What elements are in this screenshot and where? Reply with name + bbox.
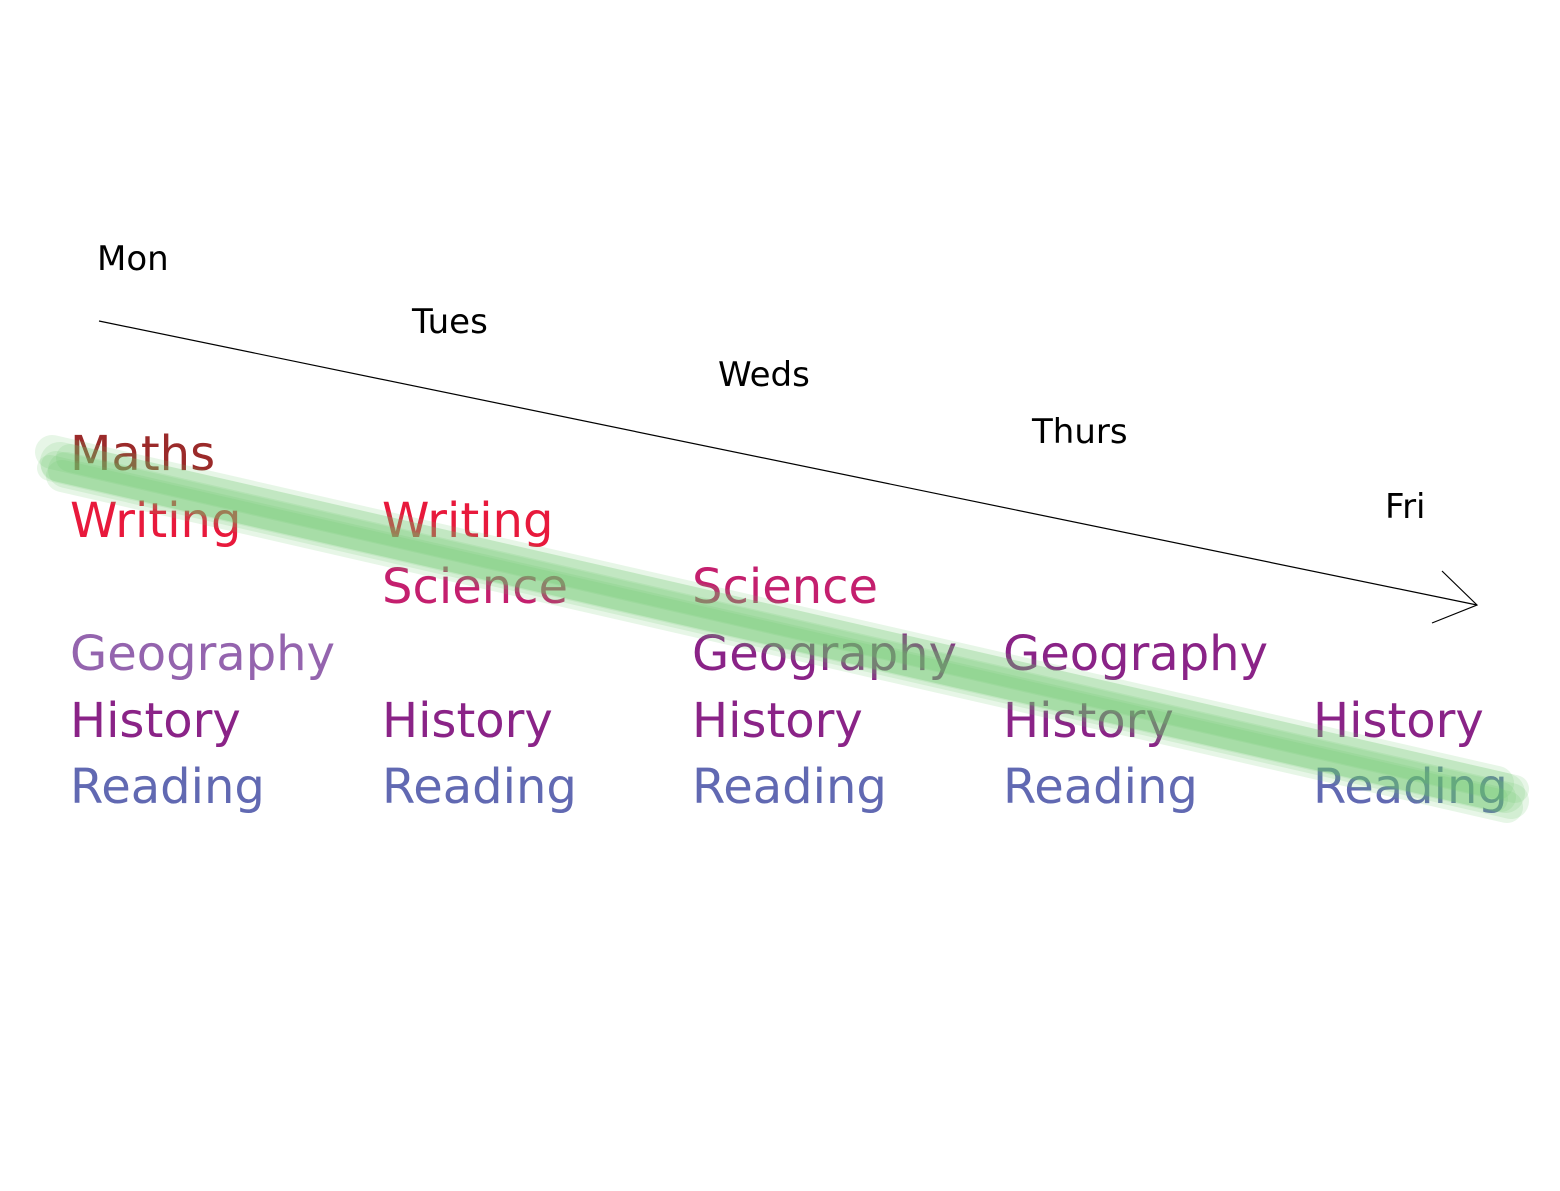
subject-history: History xyxy=(692,693,863,749)
subject-reading: Reading xyxy=(382,759,577,815)
subject-geography: Geography xyxy=(70,626,335,682)
highlight-stroke xyxy=(35,435,1514,800)
highlight-stroke xyxy=(56,444,1529,803)
subject-history: History xyxy=(70,693,241,749)
subject-maths: Maths xyxy=(70,426,215,482)
subject-history: History xyxy=(382,693,553,749)
day-label-mon: Mon xyxy=(97,239,169,279)
subject-columns: MathsWritingGeographyHistoryReadingWriti… xyxy=(70,426,1508,815)
subject-science: Science xyxy=(692,559,878,615)
day-label-thurs: Thurs xyxy=(1031,412,1128,452)
day-label-tues: Tues xyxy=(411,302,488,342)
subject-history: History xyxy=(1003,693,1174,749)
day-column-fri: History Reading xyxy=(1313,693,1508,815)
subject-writing: Writing xyxy=(382,493,553,549)
subject-geography: Geography xyxy=(1003,626,1268,682)
timeline-arrow xyxy=(98,320,1479,624)
subject-history: History xyxy=(1313,693,1484,749)
subject-reading: Reading xyxy=(1003,759,1198,815)
day-label-fri: Fri xyxy=(1385,487,1426,527)
day-column-tues: Writing Science History Reading xyxy=(382,493,577,815)
highlight-stroke xyxy=(48,452,1529,819)
day-column-weds: Science Geography History Reading xyxy=(692,559,957,815)
arrow-head-icon xyxy=(1431,570,1479,624)
subject-science: Science xyxy=(382,559,568,615)
subject-reading: Reading xyxy=(70,759,265,815)
subject-geography: Geography xyxy=(692,626,957,682)
day-column-thurs: Geography History Reading xyxy=(1003,626,1268,815)
highlight-stroke xyxy=(41,451,1516,812)
timeline-line xyxy=(98,320,1478,606)
day-label-weds: Weds xyxy=(718,355,810,395)
day-column-mon: Maths Writing Geography History Reading xyxy=(70,426,335,815)
subject-reading: Reading xyxy=(692,759,887,815)
subject-writing: Writing xyxy=(70,493,241,549)
highlight-stroke xyxy=(37,455,1508,812)
subject-reading: Reading xyxy=(1313,759,1508,815)
highlight-stroke xyxy=(40,442,1525,813)
day-labels: Mon Tues Weds Thurs Fri xyxy=(97,239,1426,527)
green-highlight-band xyxy=(35,435,1529,823)
highlight-stroke xyxy=(46,460,1523,823)
